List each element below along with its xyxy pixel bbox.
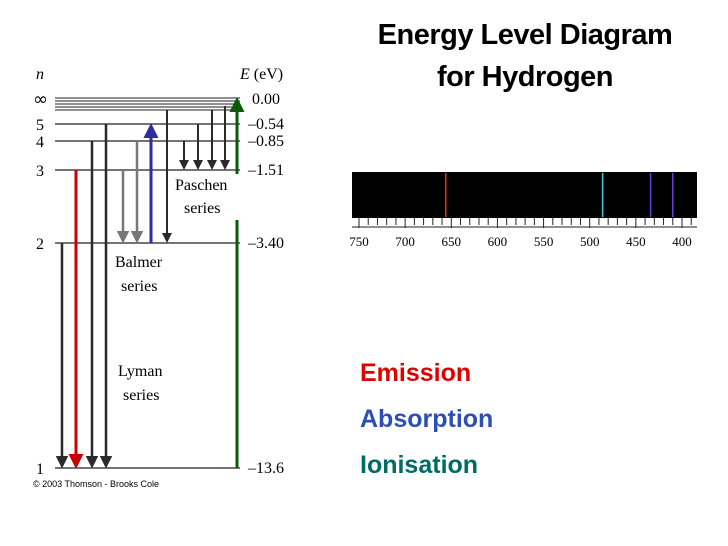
level-energy-1: –13.6 — [247, 460, 284, 477]
energy-level-diagram: n E (eV) ∞ 5 4 3 2 1 0.00 –0.54 –0.85 –1… — [33, 66, 284, 489]
spectrum-ticks — [358, 218, 692, 228]
spectrum-tick-label: 550 — [534, 234, 554, 249]
balmer-label-line2: series — [121, 278, 157, 295]
hydrogen-spectrum: 750 700 650 600 550 500 450 400 — [349, 172, 697, 249]
spectrum-tick-label: 750 — [349, 234, 369, 249]
lyman-label-line2: series — [123, 387, 159, 404]
paschen-label-line1: Paschen — [175, 177, 227, 194]
n-header: n — [36, 66, 44, 83]
lyman-label-line1: Lyman — [118, 363, 162, 380]
copyright-text: © 2003 Thomson - Brooks Cole — [33, 479, 159, 489]
spectrum-band — [352, 172, 697, 218]
level-n-3: 3 — [36, 163, 44, 180]
title-line1: Energy Level Diagram — [377, 19, 673, 51]
title-line2: for Hydrogen — [436, 61, 614, 93]
spectrum-tick-label: 600 — [488, 234, 508, 249]
spectrum-tick-label: 450 — [626, 234, 646, 249]
spectrum-tick-labels: 750 700 650 600 550 500 450 400 — [349, 234, 692, 249]
legend-emission: Emission — [360, 359, 472, 387]
paschen-label-line2: series — [184, 200, 220, 217]
e-header: E (eV) — [239, 66, 283, 83]
spectrum-lines — [444, 173, 674, 217]
level-energy-inf: 0.00 — [252, 91, 280, 108]
level-n-2: 2 — [36, 236, 44, 253]
spectrum-tick-label: 400 — [672, 234, 692, 249]
legend-ionisation: Ionisation — [360, 451, 479, 479]
page-title: Energy Level Diagram for Hydrogen — [345, 14, 705, 98]
balmer-label-line1: Balmer — [115, 254, 163, 271]
level-energy-4: –0.85 — [247, 133, 284, 150]
level-n-5: 5 — [36, 117, 44, 134]
level-energy-5: –0.54 — [247, 116, 284, 133]
spectrum-tick-label: 650 — [442, 234, 462, 249]
spectrum-tick-label: 500 — [580, 234, 600, 249]
legend-absorption: Absorption — [360, 405, 494, 433]
level-energy-2: –3.40 — [247, 235, 284, 252]
level-n-4: 4 — [36, 134, 44, 151]
level-energy-3: –1.51 — [247, 162, 284, 179]
continuum-lines — [55, 97, 240, 111]
level-n-inf: ∞ — [33, 89, 48, 110]
process-legend: Emission Absorption Ionisation — [360, 350, 493, 488]
level-n-1: 1 — [36, 461, 44, 478]
spectrum-tick-label: 700 — [395, 234, 415, 249]
